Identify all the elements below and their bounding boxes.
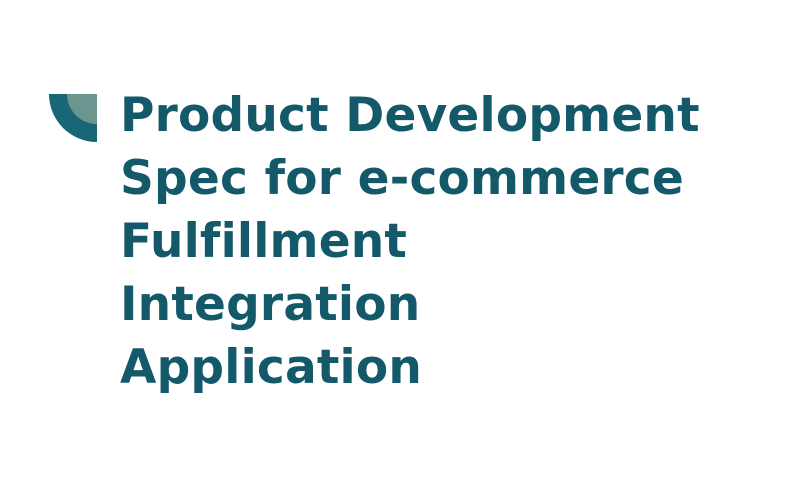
title-line-4: Integration xyxy=(120,277,421,332)
title-line-3: Fulfillment xyxy=(120,214,408,269)
title-line-1: Product Development xyxy=(120,88,700,143)
quarter-circle-logo-icon xyxy=(49,94,97,142)
title-line-5: Application xyxy=(120,340,422,395)
title-line-2: Spec for e-commerce xyxy=(120,151,684,206)
page-title: Product Development Spec for e-commerce … xyxy=(120,84,700,399)
logo-inner-shape xyxy=(67,94,97,124)
